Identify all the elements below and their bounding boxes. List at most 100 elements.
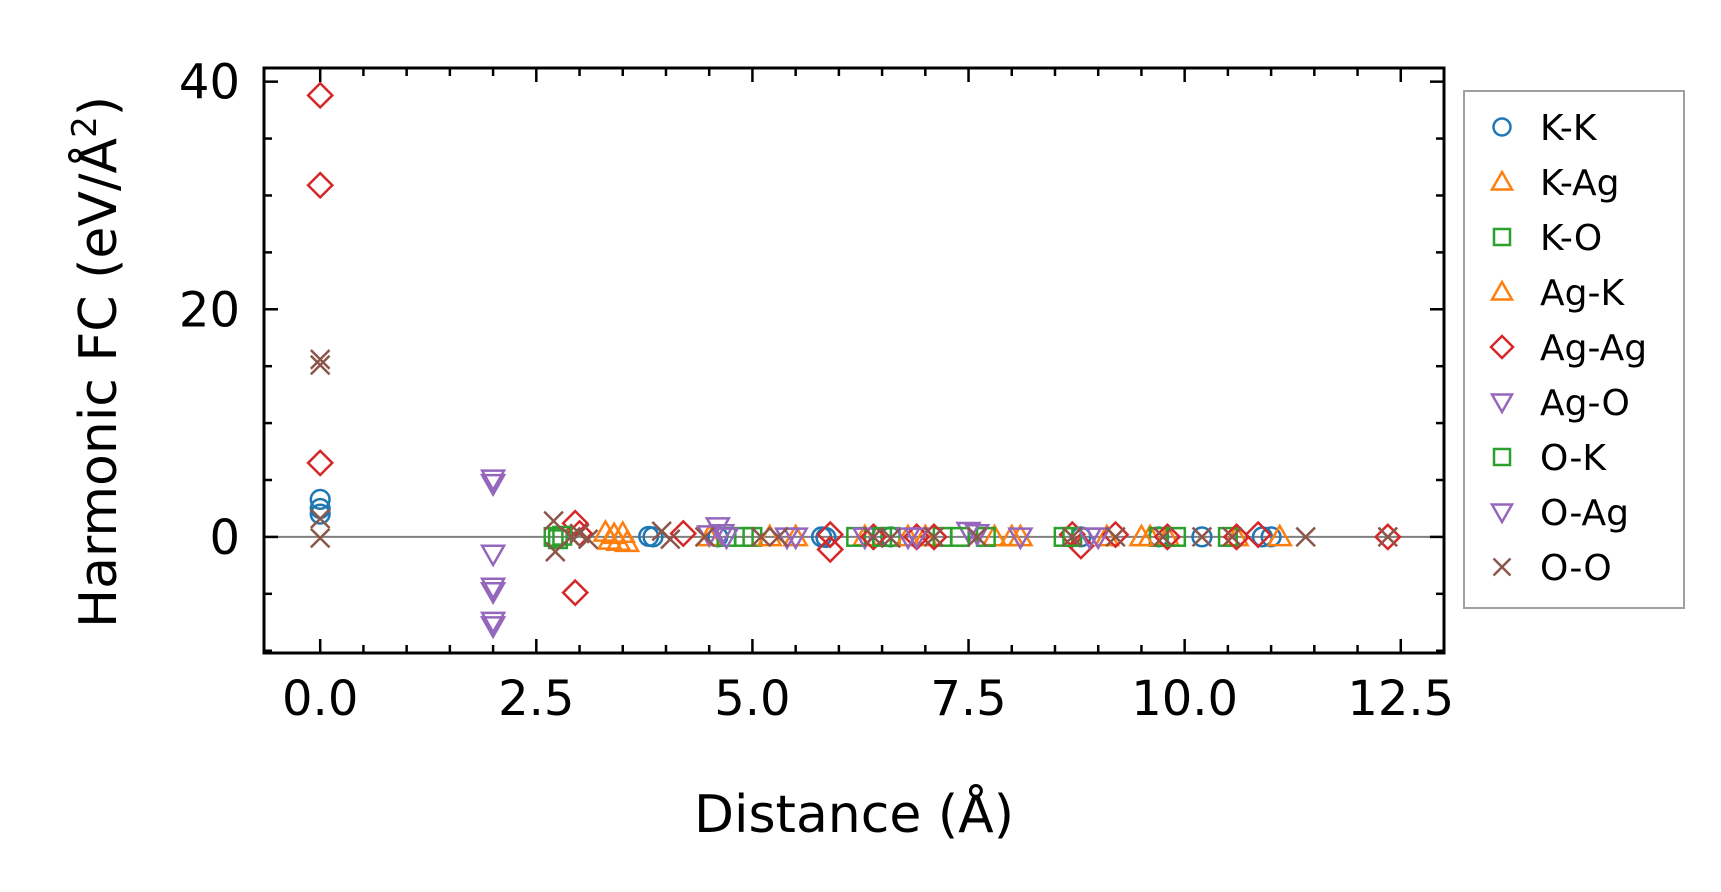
data-point — [1152, 526, 1174, 548]
data-point — [863, 526, 884, 548]
plot-area-frame — [262, 66, 1446, 655]
legend-marker — [1492, 447, 1512, 467]
legend-marker — [1489, 503, 1515, 525]
data-point — [1062, 526, 1083, 548]
data-point — [1105, 526, 1126, 548]
data-point — [1191, 526, 1213, 548]
data-point — [309, 488, 331, 510]
legend-label: Ag-O — [1540, 383, 1630, 424]
data-point — [306, 81, 335, 110]
legend-item-ag-ag: Ag-Ag — [1489, 328, 1647, 369]
data-point — [1076, 527, 1103, 551]
x-tick-label: 2.5 — [498, 671, 574, 727]
y-axis-label-superscript: 2 — [65, 116, 105, 138]
data-point — [1244, 520, 1273, 549]
y-tick-label: 0 — [209, 510, 240, 566]
data-point — [669, 519, 698, 548]
legend-marker — [1489, 334, 1515, 360]
legend-label: K-O — [1540, 218, 1602, 259]
x-axis-label: Distance (Å) — [694, 783, 1014, 845]
data-point — [1217, 526, 1238, 547]
legend-label: K-Ag — [1540, 163, 1620, 204]
data-point — [569, 523, 590, 544]
x-tick-labels: 0.0 2.5 5.0 7.5 10.0 12.5 — [282, 671, 1454, 727]
legend-label: O-Ag — [1540, 493, 1629, 534]
data-point — [577, 528, 599, 550]
data-point — [543, 510, 564, 532]
data-point — [894, 523, 922, 547]
data-point — [1221, 526, 1243, 548]
data-point — [816, 520, 845, 549]
x-tick-label: 5.0 — [714, 671, 790, 727]
data-point — [713, 527, 740, 551]
y-tick-labels: 0 20 40 — [179, 55, 240, 566]
data-point — [309, 503, 331, 525]
data-point — [479, 473, 507, 497]
legend-marker — [1489, 279, 1515, 301]
legend-item-ag-o: Ag-O — [1489, 383, 1630, 424]
legend-label: O-O — [1540, 548, 1612, 589]
legend-label: K-K — [1540, 108, 1598, 149]
data-point — [306, 171, 335, 200]
data-point — [1067, 532, 1095, 560]
data-point — [1062, 526, 1083, 547]
legend-item-o-ag: O-Ag — [1489, 493, 1629, 534]
x-tick-label: 0.0 — [282, 671, 358, 727]
x-tick-label: 10.0 — [1131, 671, 1238, 727]
data-point — [309, 527, 331, 549]
legend-item-k-k: K-K — [1492, 108, 1598, 149]
data-point — [903, 527, 930, 551]
data-point — [309, 349, 331, 370]
data-point — [1295, 526, 1316, 548]
y-axis-label-main: Harmonic FC (eV/Å — [67, 137, 129, 628]
data-point — [816, 535, 845, 564]
data-point — [694, 526, 716, 548]
data-point — [605, 527, 632, 551]
legend-marker — [1492, 117, 1512, 137]
data-point — [966, 526, 988, 548]
legend-marker — [1492, 557, 1512, 577]
data-point — [479, 469, 507, 493]
data-point — [479, 611, 507, 635]
data-point — [782, 527, 809, 551]
data-point — [479, 577, 507, 601]
series-o-o — [309, 349, 1399, 562]
data-point — [1191, 526, 1213, 548]
data-point — [642, 526, 664, 548]
x-tick-label: 7.5 — [930, 671, 1006, 727]
data-point — [1165, 526, 1187, 547]
legend-label: Ag-Ag — [1540, 328, 1647, 369]
data-point — [859, 523, 888, 551]
x-tick-label: 12.5 — [1347, 671, 1454, 727]
data-point — [561, 509, 590, 538]
data-point — [880, 527, 901, 549]
legend-item-k-ag: K-Ag — [1489, 163, 1620, 204]
data-point — [733, 526, 754, 547]
data-point — [1373, 523, 1402, 551]
data-points — [306, 81, 1402, 640]
data-point — [949, 526, 970, 547]
data-point — [998, 523, 1025, 547]
legend-item-k-o: K-O — [1492, 218, 1602, 259]
data-point — [309, 508, 331, 529]
y-tick-label: 20 — [179, 282, 240, 338]
data-point — [923, 526, 945, 548]
legend-item-o-k: O-K — [1492, 438, 1607, 479]
legend-marker — [1489, 393, 1515, 415]
legend-item-ag-k: Ag-K — [1489, 273, 1625, 314]
data-point — [660, 528, 681, 550]
y-axis-label-close: ) — [69, 96, 129, 116]
legend-marker — [1492, 227, 1512, 247]
legend-label: O-K — [1540, 438, 1607, 479]
y-axis-label: Harmonic FC (eV/Å2) — [65, 96, 129, 628]
data-point — [479, 616, 507, 640]
data-point — [479, 582, 507, 606]
data-point — [1128, 523, 1155, 547]
legend-item-o-o: O-O — [1492, 548, 1612, 589]
data-point — [782, 523, 809, 547]
data-point — [306, 449, 335, 477]
data-point — [750, 526, 772, 548]
legend: K-K K-Ag K-O Ag-K Ag-Ag Ag-O O-K O-Ag O-O — [1463, 90, 1685, 609]
y-tick-label: 40 — [179, 55, 240, 111]
